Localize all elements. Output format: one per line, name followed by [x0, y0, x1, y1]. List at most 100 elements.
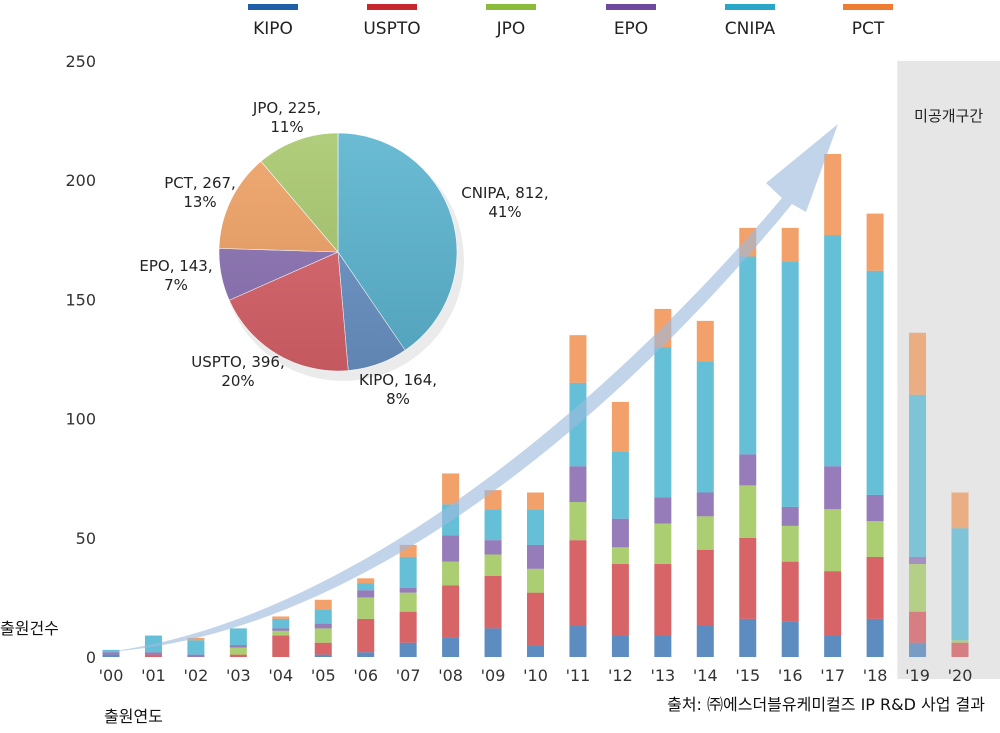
legend-label-uspto: USPTO — [363, 19, 420, 39]
legend-swatch-kipo — [248, 4, 298, 10]
bar-segment-epo — [696, 492, 714, 517]
bar-segment-epo — [611, 518, 629, 548]
bar-segment-kipo — [824, 635, 842, 657]
bar-segment-epo — [187, 654, 205, 657]
x-tick-label: '19 — [905, 666, 930, 685]
bar-segment-epo — [484, 540, 502, 555]
x-tick-label: '09 — [481, 666, 506, 685]
bar-segment-cnipa — [187, 640, 205, 655]
x-tick-label: '02 — [184, 666, 209, 685]
bar-segment-pct — [569, 335, 587, 383]
y-tick-label: 50 — [76, 529, 96, 548]
bar-segment-jpo — [909, 564, 927, 612]
bar-segment-jpo — [866, 521, 884, 557]
bar-segment-uspto — [229, 654, 247, 657]
bar-segment-kipo — [696, 626, 714, 657]
bar-segment-jpo — [696, 516, 714, 550]
bar-segment-jpo — [484, 554, 502, 576]
bar-segment-cnipa — [739, 256, 757, 455]
bar-segment-epo — [527, 544, 544, 569]
bar-segment-cnipa — [144, 635, 162, 653]
bar-segment-epo — [739, 454, 757, 486]
bar-segment-pct — [781, 227, 799, 262]
bar-segment-uspto — [399, 611, 417, 643]
x-tick-label: '18 — [863, 666, 888, 685]
x-tick-label: '17 — [820, 666, 845, 685]
bar-segment-epo — [569, 466, 587, 503]
bar-segment-jpo — [824, 509, 842, 572]
pie-label-pct: PCT, 267, 13% — [164, 174, 236, 211]
bar-segment-kipo — [569, 626, 587, 657]
legend-swatch-uspto — [367, 4, 417, 10]
x-tick-label: '07 — [396, 666, 421, 685]
bar-segment-uspto — [951, 642, 969, 657]
y-tick-label: 150 — [65, 290, 96, 309]
bar-segment-jpo — [272, 630, 290, 636]
bar-segment-uspto — [144, 654, 162, 657]
bar-segment-uspto — [866, 556, 884, 619]
bar-segment-kipo — [442, 637, 460, 657]
bar-segment-jpo — [442, 561, 460, 586]
legend-swatch-epo — [606, 4, 656, 10]
bar-segment-epo — [229, 645, 247, 648]
x-tick-label: '11 — [566, 666, 591, 685]
bar-segment-kipo — [654, 635, 672, 657]
y-tick-label: 100 — [65, 410, 96, 429]
bar-segment-cnipa — [909, 394, 927, 557]
bar-segment-kipo — [102, 654, 120, 657]
bar-segment-pct — [824, 153, 842, 236]
x-tick-label: '13 — [650, 666, 675, 685]
bar-segment-cnipa — [654, 347, 672, 498]
legend-swatch-pct — [843, 4, 893, 10]
x-tick-label: '14 — [693, 666, 718, 685]
bar-segment-jpo — [314, 628, 332, 643]
x-tick-label: '16 — [778, 666, 803, 685]
y-axis-label: 출원건수 — [0, 619, 59, 638]
bar-segment-epo — [781, 506, 799, 526]
bar-segment-pct — [272, 616, 290, 619]
bar-segment-uspto — [781, 561, 799, 622]
pie-label-uspto: USPTO, 396, 20% — [191, 353, 284, 390]
bar-segment-kipo — [484, 628, 502, 657]
bar-segment-uspto — [739, 537, 757, 619]
bar-segment-jpo — [654, 523, 672, 565]
bar-segment-jpo — [357, 597, 375, 619]
bar-segment-epo — [144, 652, 162, 655]
unpublished-label: 미공개구간 — [914, 107, 983, 125]
bar-segment-uspto — [569, 540, 587, 627]
bar-segment-jpo — [951, 640, 969, 643]
x-tick-label: '03 — [226, 666, 251, 685]
bar-segment-cnipa — [229, 628, 247, 646]
x-tick-label: '05 — [311, 666, 336, 685]
bar-segment-kipo — [781, 621, 799, 657]
pie-label-cnipa: CNIPA, 812, 41% — [461, 184, 548, 221]
bar-segment-jpo — [229, 647, 247, 655]
bar-segment-epo — [272, 628, 290, 631]
bar-segment-cnipa — [484, 509, 502, 541]
bar-segment-pct — [442, 473, 460, 505]
bar-segment-jpo — [569, 502, 587, 541]
bar-segment-kipo — [399, 642, 417, 657]
bar-segment-uspto — [654, 564, 672, 636]
bar-segment-cnipa — [951, 528, 969, 641]
bar-segment-pct — [357, 578, 375, 584]
bar-segment-jpo — [739, 485, 757, 538]
bar-segment-epo — [442, 535, 460, 562]
x-axis-label: 출원연도 — [104, 707, 163, 726]
pie-label-jpo: JPO, 225, 11% — [252, 99, 321, 136]
bar-segment-epo — [866, 494, 884, 522]
bar-segment-pct — [951, 492, 969, 529]
bar-segment-epo — [399, 587, 417, 593]
x-tick-label: '06 — [353, 666, 378, 685]
bar-segment-cnipa — [399, 556, 417, 588]
bar-segment-cnipa — [102, 649, 120, 653]
bar-segment-uspto — [824, 571, 842, 636]
bar-segment-cnipa — [611, 451, 629, 519]
bar-segment-kipo — [314, 654, 332, 657]
bar-segment-pct — [611, 401, 629, 452]
legend: KIPO USPTO JPO EPO CNIPA PCT — [248, 4, 893, 39]
bar-segment-pct — [399, 544, 417, 557]
bar-segment-epo — [102, 652, 120, 655]
bar-segment-uspto — [696, 549, 714, 627]
